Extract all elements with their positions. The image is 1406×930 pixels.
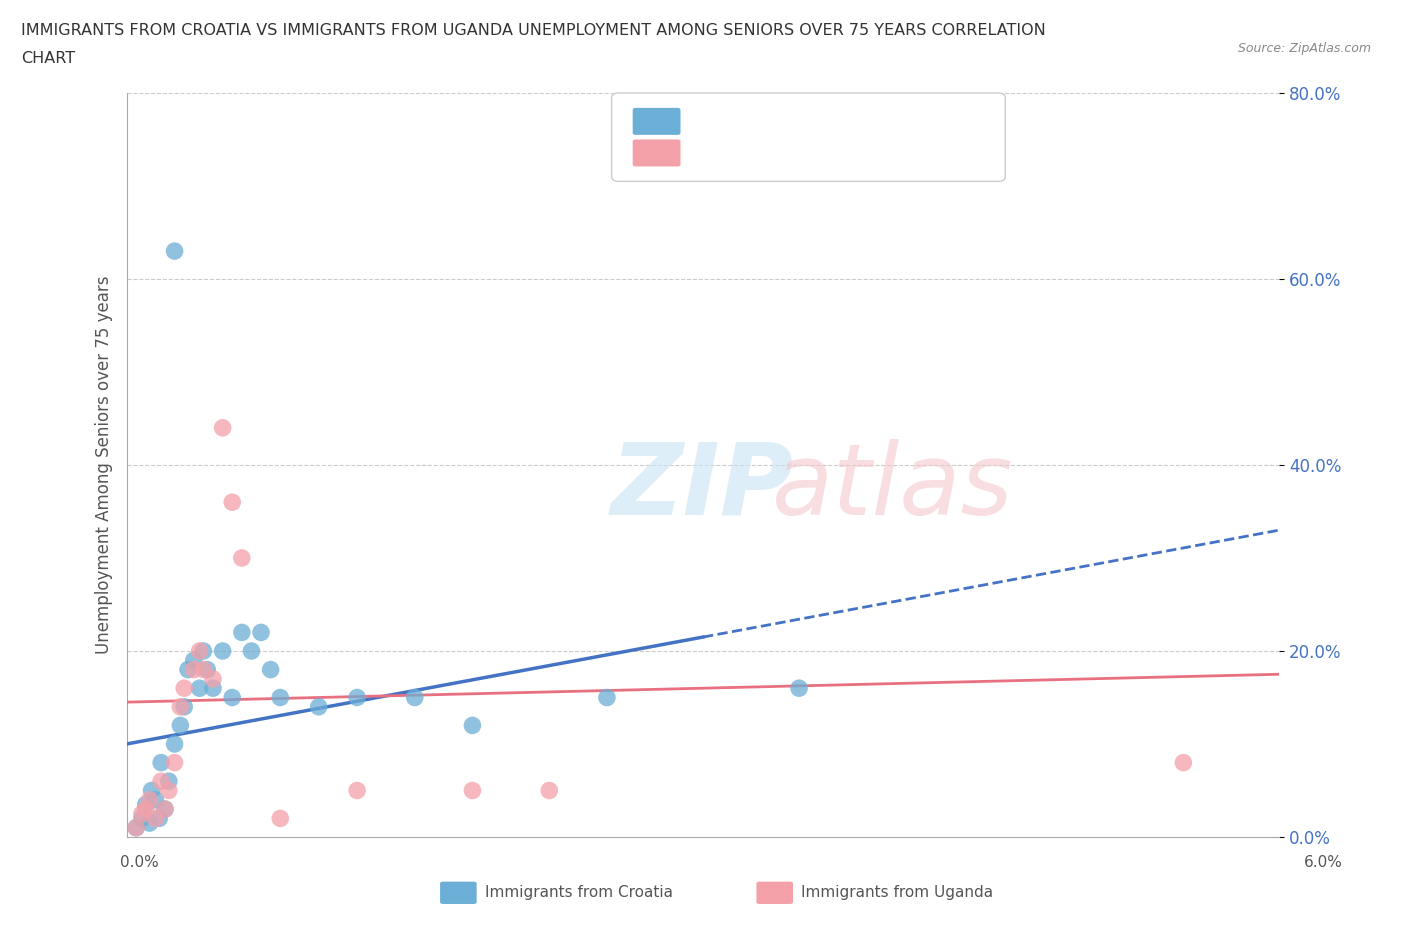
Text: Immigrants from Croatia: Immigrants from Croatia bbox=[485, 885, 673, 900]
Point bbox=[183, 662, 205, 677]
Point bbox=[125, 820, 148, 835]
Text: R = 0.099   N = 33: R = 0.099 N = 33 bbox=[692, 112, 862, 130]
Point bbox=[150, 774, 173, 789]
Text: Source: ZipAtlas.com: Source: ZipAtlas.com bbox=[1237, 42, 1371, 55]
Text: CHART: CHART bbox=[21, 51, 75, 66]
Point bbox=[202, 681, 225, 696]
Point bbox=[145, 792, 166, 807]
Y-axis label: Unemployment Among Seniors over 75 years: Unemployment Among Seniors over 75 years bbox=[94, 276, 112, 654]
Point bbox=[157, 783, 180, 798]
Point bbox=[461, 718, 484, 733]
Point bbox=[135, 802, 157, 817]
Point bbox=[461, 783, 484, 798]
Text: atlas: atlas bbox=[772, 439, 1014, 536]
Point bbox=[193, 644, 215, 658]
Point bbox=[250, 625, 273, 640]
Point bbox=[125, 820, 148, 835]
Point bbox=[141, 783, 163, 798]
Point bbox=[163, 755, 186, 770]
Point bbox=[173, 681, 195, 696]
Point bbox=[153, 802, 176, 817]
Text: Immigrants from Uganda: Immigrants from Uganda bbox=[801, 885, 994, 900]
Point bbox=[153, 802, 176, 817]
Point bbox=[787, 681, 810, 696]
Point bbox=[240, 644, 263, 658]
Point bbox=[346, 783, 368, 798]
Point bbox=[188, 644, 211, 658]
Point bbox=[169, 718, 191, 733]
Point bbox=[231, 551, 253, 565]
Point bbox=[596, 690, 619, 705]
Point bbox=[211, 420, 233, 435]
Point bbox=[135, 797, 157, 812]
Point bbox=[404, 690, 426, 705]
Point bbox=[177, 662, 200, 677]
Point bbox=[231, 625, 253, 640]
Point bbox=[193, 662, 215, 677]
Text: R = 0.027   N = 23: R = 0.027 N = 23 bbox=[692, 143, 862, 162]
Text: IMMIGRANTS FROM CROATIA VS IMMIGRANTS FROM UGANDA UNEMPLOYMENT AMONG SENIORS OVE: IMMIGRANTS FROM CROATIA VS IMMIGRANTS FR… bbox=[21, 23, 1046, 38]
Point bbox=[163, 244, 186, 259]
Text: 6.0%: 6.0% bbox=[1303, 855, 1343, 870]
Point bbox=[183, 653, 205, 668]
Point bbox=[131, 806, 153, 821]
Point bbox=[211, 644, 233, 658]
Point bbox=[1173, 755, 1195, 770]
Point bbox=[157, 774, 180, 789]
Point bbox=[195, 662, 218, 677]
Point bbox=[138, 792, 160, 807]
Point bbox=[269, 811, 291, 826]
Point bbox=[131, 811, 153, 826]
Text: ZIP: ZIP bbox=[610, 439, 794, 536]
Point bbox=[169, 699, 191, 714]
Point bbox=[346, 690, 368, 705]
Point bbox=[259, 662, 281, 677]
Point bbox=[163, 737, 186, 751]
Point bbox=[308, 699, 330, 714]
Point bbox=[138, 816, 160, 830]
Point bbox=[150, 755, 173, 770]
Point bbox=[269, 690, 291, 705]
Point bbox=[173, 699, 195, 714]
Point bbox=[221, 690, 243, 705]
Point bbox=[202, 671, 225, 686]
Text: 0.0%: 0.0% bbox=[120, 855, 159, 870]
Point bbox=[148, 811, 170, 826]
Point bbox=[145, 811, 166, 826]
Point bbox=[188, 681, 211, 696]
Point bbox=[221, 495, 243, 510]
Point bbox=[538, 783, 561, 798]
